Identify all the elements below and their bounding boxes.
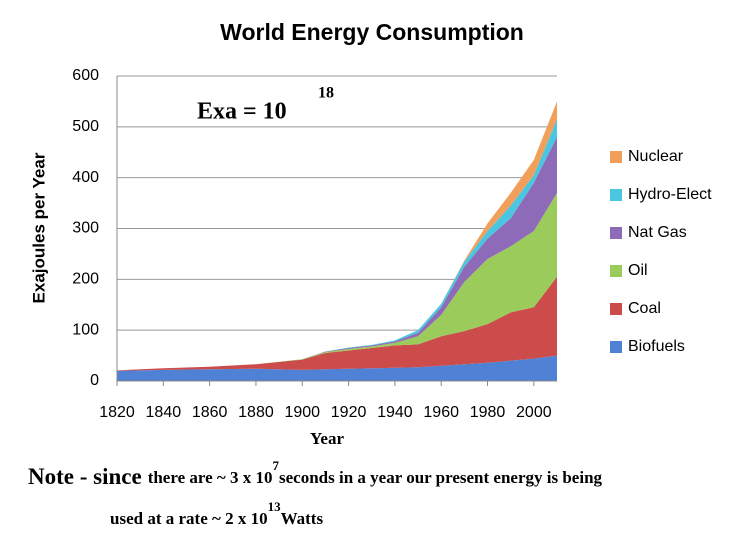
legend-swatch bbox=[610, 303, 622, 315]
legend-label: Nat Gas bbox=[628, 224, 687, 241]
x-tick-label: 1820 bbox=[99, 404, 135, 421]
note-text: 7 bbox=[273, 458, 280, 473]
legend-label: Hydro-Elect bbox=[628, 186, 712, 203]
note-text: 13 bbox=[268, 499, 282, 514]
y-tick-label: 500 bbox=[72, 118, 99, 135]
legend-swatch bbox=[610, 341, 622, 353]
x-tick-label: 2000 bbox=[516, 404, 552, 421]
x-tick-label: 1920 bbox=[331, 404, 367, 421]
x-tick-label: 1900 bbox=[284, 404, 320, 421]
y-tick-label: 200 bbox=[72, 271, 99, 288]
note-text: Note - since bbox=[28, 464, 142, 489]
legend-label: Oil bbox=[628, 262, 648, 279]
x-tick-label: 1980 bbox=[470, 404, 506, 421]
area bbox=[117, 192, 557, 371]
x-axis-label: Year bbox=[310, 429, 344, 448]
x-tick-label: 1940 bbox=[377, 404, 413, 421]
note-text: seconds in a year our present energy is … bbox=[279, 468, 603, 487]
area bbox=[117, 276, 557, 371]
y-tick-label: 0 bbox=[90, 372, 99, 389]
x-tick-label: 1860 bbox=[192, 404, 228, 421]
note-text: Watts bbox=[281, 509, 324, 528]
x-tick-label: 1880 bbox=[238, 404, 274, 421]
chart-title: World Energy Consumption bbox=[220, 19, 524, 45]
note-text: there are ~ 3 x 10 bbox=[148, 468, 273, 487]
legend-label: Biofuels bbox=[628, 338, 685, 355]
legend-swatch bbox=[610, 151, 622, 163]
legend-swatch bbox=[610, 227, 622, 239]
area bbox=[117, 355, 557, 381]
y-tick-label: 400 bbox=[72, 169, 99, 186]
note: used at a rate ~ 2 x 1013Watts bbox=[110, 499, 323, 528]
note: Note - since there are ~ 3 x 107seconds i… bbox=[28, 458, 603, 489]
x-tick-label: 1960 bbox=[423, 404, 459, 421]
annotation: Exa = 10 bbox=[197, 99, 287, 125]
y-tick-label: 100 bbox=[72, 321, 99, 338]
y-tick-label: 600 bbox=[72, 67, 99, 84]
note-text: used at a rate ~ 2 x 10 bbox=[110, 509, 268, 528]
y-axis-label: Exajoules per Year bbox=[29, 152, 48, 303]
legend-label: Nuclear bbox=[628, 148, 684, 165]
annotation: 18 bbox=[318, 85, 334, 102]
legend-label: Coal bbox=[628, 300, 661, 317]
legend-swatch bbox=[610, 265, 622, 277]
legend-swatch bbox=[610, 189, 622, 201]
x-tick-label: 1840 bbox=[146, 404, 182, 421]
y-tick-label: 300 bbox=[72, 220, 99, 237]
